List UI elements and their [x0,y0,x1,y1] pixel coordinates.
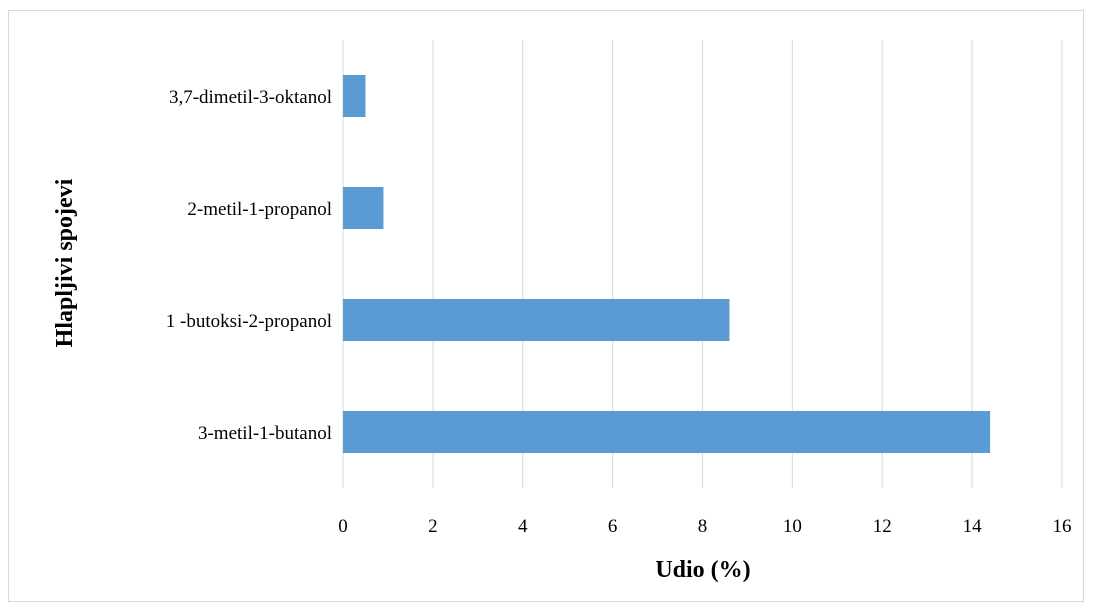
bar-1-butoksi-2-propanol [343,299,730,341]
bar-2-metil-1-propanol [343,187,384,229]
x-tick-label: 10 [783,516,802,537]
bars [343,75,991,453]
x-tick-label: 2 [428,516,438,537]
x-tick-label: 14 [963,516,983,537]
x-tick-labels: 0 2 4 6 8 10 12 14 16 [338,516,1071,537]
x-tick-label: 12 [873,516,892,537]
x-tick-label: 0 [338,516,348,537]
bar-3-7-dimetil-3-oktanol [343,75,366,117]
bar-3-metil-1-butanol [343,411,991,453]
x-tick-label: 6 [608,516,618,537]
category-labels: 3-metil-1-butanol 1 -butoksi-2-propanol 2-… [166,87,332,444]
category-label: 3,7-dimetil-3-oktanol [169,87,332,108]
x-tick-label: 8 [698,516,708,537]
category-label: 2-metil-1-propanol [187,199,332,220]
x-tick-label: 4 [518,516,528,537]
y-axis-title: Hlapljivi spojevi [52,178,78,347]
category-label: 1 -butoksi-2-propanol [166,311,332,332]
category-label: 3-metil-1-butanol [198,423,332,444]
x-axis-title: Udio (%) [655,557,750,583]
x-tick-label: 16 [1053,516,1072,537]
